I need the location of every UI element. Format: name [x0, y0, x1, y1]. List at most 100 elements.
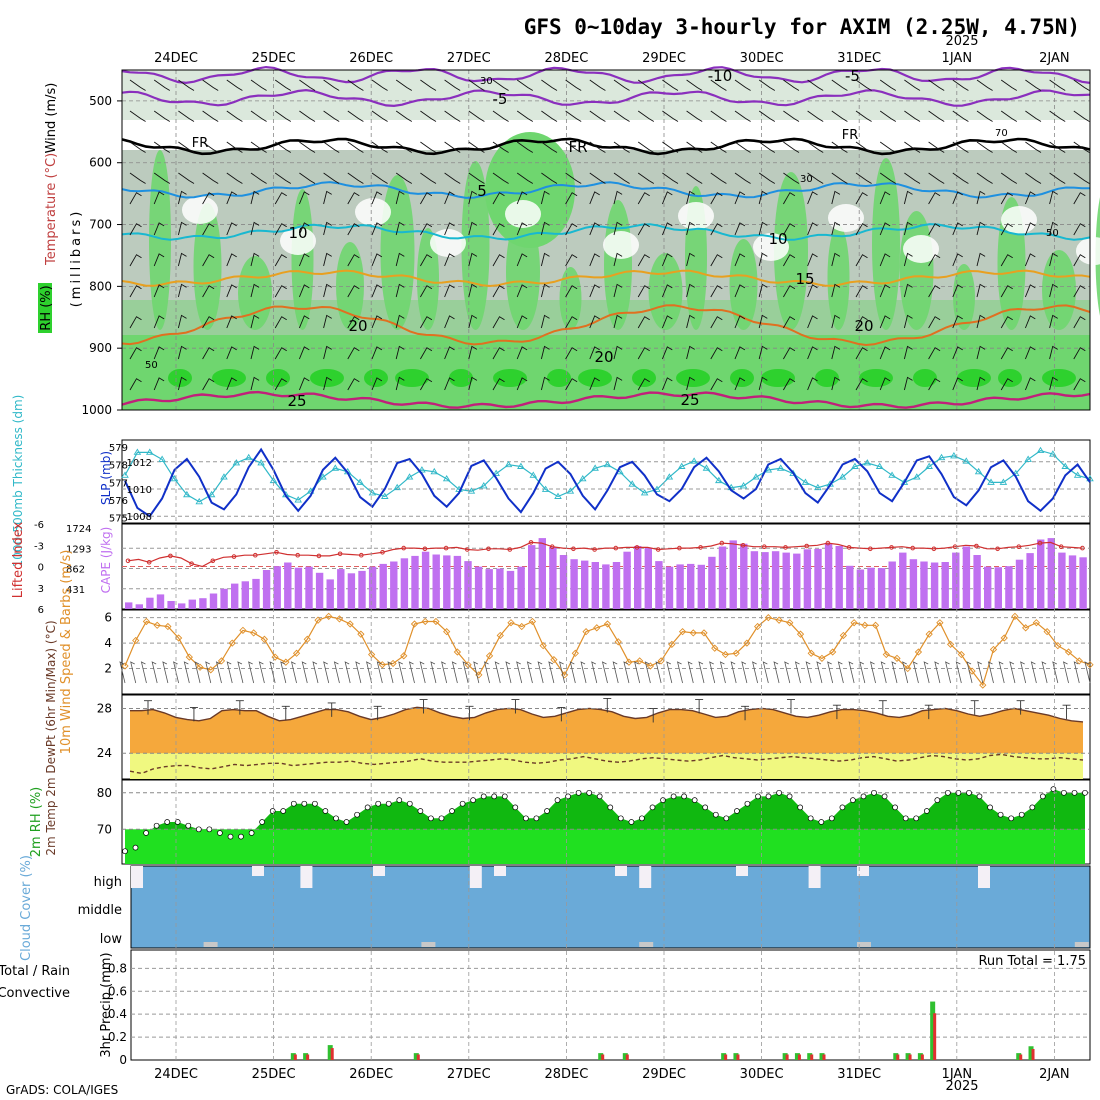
thickness-point — [133, 448, 142, 455]
wind-speed-point — [174, 634, 183, 642]
precip-convective-bar — [306, 1054, 310, 1060]
wind-barb — [807, 377, 818, 391]
rh2m-point — [354, 811, 360, 818]
wind-barb — [274, 110, 292, 122]
surface-wind-barb — [1062, 661, 1069, 684]
wind-barb — [444, 377, 455, 391]
wind-barb — [153, 79, 171, 91]
surface-wind-barb — [537, 661, 544, 684]
wind-barb — [129, 141, 146, 153]
wind-barb — [903, 345, 913, 360]
thickness-point — [244, 453, 253, 461]
wind-barb — [1073, 285, 1086, 298]
rh2m-point — [174, 819, 181, 825]
thickness-point — [232, 459, 241, 466]
wind-speed-point — [700, 629, 708, 637]
wind-barb — [347, 378, 360, 391]
wind-speed-point — [485, 652, 494, 660]
wind-barb — [613, 110, 630, 122]
wind-barb — [323, 376, 332, 391]
rh2m-point — [966, 789, 972, 796]
wind-barb — [444, 141, 461, 153]
wind-speed-point — [689, 629, 697, 637]
wind-speed-point — [346, 620, 354, 628]
date-label-top: 28DEC — [544, 51, 588, 66]
surface-wind-barb — [569, 661, 576, 684]
wind-speed-point — [207, 666, 215, 674]
cloud-high-gap — [736, 866, 748, 876]
temp-minmax-bar — [511, 699, 520, 714]
rh2m-point — [976, 793, 983, 800]
precip-total-bar — [733, 1053, 739, 1060]
wind-barb — [976, 172, 993, 184]
cape-bar — [358, 570, 366, 609]
wind-barb — [153, 315, 165, 329]
wind-barb — [153, 346, 165, 360]
cloud-low-bar — [421, 942, 436, 947]
wind-barb — [492, 347, 505, 360]
wind-barb — [855, 172, 872, 184]
wind-barb — [710, 223, 723, 236]
wind-barb — [540, 345, 550, 360]
wind-speed-point — [646, 662, 655, 670]
wind-barb — [710, 141, 727, 153]
wind-barb — [468, 314, 478, 329]
rh-dry-pocket — [678, 202, 714, 230]
wind-barb — [637, 316, 650, 329]
wind-barb — [177, 252, 187, 267]
wind-barb — [395, 79, 413, 91]
precip-total-bar — [303, 1053, 309, 1060]
wind-speed-point — [496, 631, 504, 640]
wind-barb — [371, 253, 383, 267]
date-label-top: 27DEC — [447, 51, 491, 66]
wind-barb — [299, 141, 316, 153]
wind-barb — [1025, 79, 1042, 91]
wind-barb — [686, 141, 703, 153]
rh2m-point — [628, 819, 635, 825]
thickness-point — [640, 489, 649, 496]
wind-barb — [831, 376, 841, 391]
cape-bar — [761, 552, 769, 609]
wind-barb — [274, 378, 287, 391]
wind-barb — [758, 221, 768, 236]
rh2m-point — [913, 815, 920, 822]
rh2m-point — [333, 815, 339, 822]
wind-barb — [831, 345, 841, 360]
thickness-point — [739, 482, 748, 489]
thickness-tick-label: 578 — [109, 461, 128, 472]
wind-speed-point — [936, 619, 944, 627]
surface-wind-barb — [880, 661, 887, 684]
surface-wind-barb — [1073, 661, 1080, 684]
wind-barb — [686, 221, 695, 236]
wind-speed-point — [603, 620, 612, 628]
wind-barb — [371, 346, 383, 360]
wind-barb — [661, 346, 673, 360]
ylabel-cape: CAPE (J/kg) — [99, 527, 113, 594]
rh2m-point — [871, 789, 877, 796]
wind-barb — [952, 110, 969, 122]
isotherm-line — [121, 304, 1091, 347]
precip-total-bar — [290, 1053, 296, 1060]
wind-barb — [202, 378, 215, 391]
wind-barb — [589, 377, 600, 391]
ylabel-wind: Wind (m/s) — [44, 83, 59, 154]
cape-bar — [528, 545, 536, 609]
wind-barb — [976, 190, 986, 205]
cloud-high-gap — [808, 866, 821, 888]
lifted-index-point — [401, 545, 407, 551]
wind-speed-point — [260, 635, 269, 643]
wind-barb — [492, 141, 509, 153]
rh-moist-plume — [1042, 250, 1076, 330]
precip-convective-bar — [736, 1054, 740, 1060]
surface-wind-barb — [987, 661, 994, 684]
slp-tick-label: 1012 — [127, 458, 152, 469]
wind-barb — [347, 254, 360, 267]
rh2m-point — [554, 797, 561, 803]
wind-barb — [734, 315, 746, 329]
surface-wind-barb — [1052, 661, 1059, 684]
temp-line — [130, 706, 1084, 723]
thickness-point — [752, 473, 760, 480]
cape-bar — [337, 569, 345, 609]
wind-barb — [661, 377, 673, 391]
wind-barb — [492, 192, 505, 205]
